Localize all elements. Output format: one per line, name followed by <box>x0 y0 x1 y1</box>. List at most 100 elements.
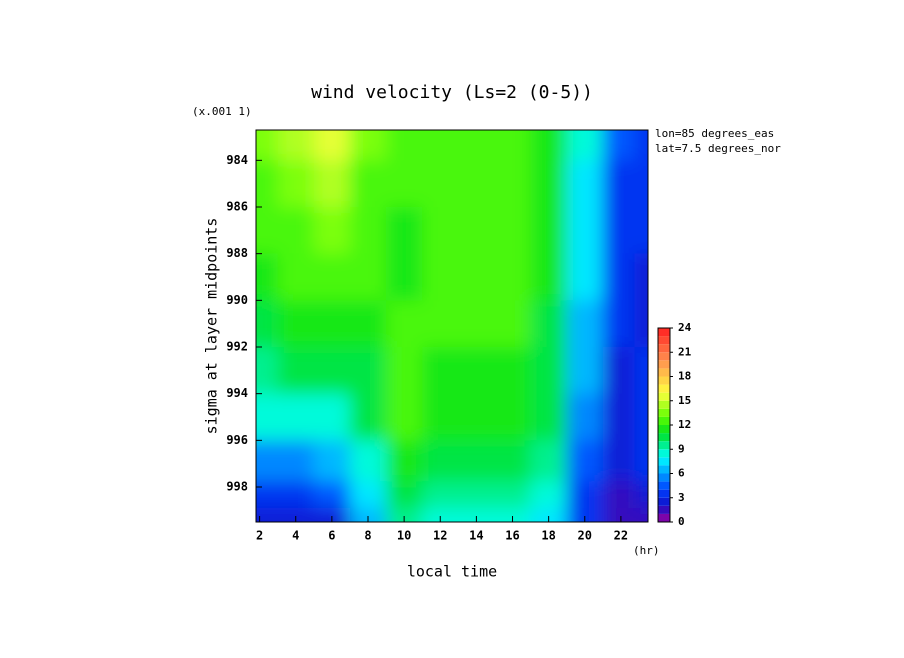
contour-field <box>256 130 648 522</box>
contour-cell <box>634 207 648 255</box>
plot-frame <box>255 129 649 523</box>
contour-cell <box>386 481 423 509</box>
colorbar-swatch <box>658 344 670 353</box>
contour-cell <box>494 508 532 522</box>
colorbar-swatch <box>658 481 670 490</box>
contour-cell <box>349 440 387 482</box>
contour-cell <box>458 393 495 441</box>
contour-cell <box>530 481 568 509</box>
x-tick-label: 2 <box>256 529 263 543</box>
contour-cell <box>422 393 459 441</box>
colorbar-swatch <box>658 441 670 450</box>
colorbar-tick-label: 24 <box>678 321 692 334</box>
x-tick-label: 22 <box>614 529 628 543</box>
contour-cell <box>349 253 387 301</box>
contour-cell <box>277 347 315 395</box>
contour-cell <box>277 207 315 255</box>
contour-cell <box>494 160 532 208</box>
contour-cell <box>634 300 648 348</box>
colorbar-swatch <box>658 457 670 466</box>
x-label: local time <box>407 563 497 581</box>
contour-cell <box>458 300 495 348</box>
colorbar-swatch <box>658 489 670 498</box>
contour-cell <box>634 160 648 208</box>
y-tick-label: 988 <box>226 246 248 260</box>
colorbar-swatch <box>658 505 670 514</box>
contour-cell <box>566 207 604 255</box>
contour-cell <box>386 300 423 348</box>
colorbar-swatch <box>658 368 670 377</box>
contour-cell <box>313 481 351 509</box>
contour-cell <box>422 440 459 482</box>
contour-cell <box>602 393 635 441</box>
contour-cell <box>494 300 532 348</box>
colorbar-swatch <box>658 352 670 361</box>
colorbar-tick-label: 9 <box>678 442 685 455</box>
colorbar-tick-label: 6 <box>678 467 685 480</box>
contour-cell <box>602 508 635 522</box>
x-tick-label: 18 <box>541 529 555 543</box>
contour-cell <box>634 508 648 522</box>
contour-cell <box>256 207 279 255</box>
contour-cell <box>256 393 279 441</box>
contour-cell <box>494 347 532 395</box>
contour-cell <box>349 481 387 509</box>
x-tick-label: 10 <box>397 529 411 543</box>
contour-cell <box>566 440 604 482</box>
y-tick-label: 998 <box>226 480 248 494</box>
contour-cell <box>634 481 648 509</box>
contour-cell <box>566 300 604 348</box>
colorbar-swatch <box>658 392 670 401</box>
y-tick-label: 990 <box>226 293 248 307</box>
contour-cell <box>313 207 351 255</box>
contour-cell <box>458 160 495 208</box>
colorbar-swatch <box>658 360 670 369</box>
contour-cell <box>602 253 635 301</box>
contour-cell <box>530 160 568 208</box>
contour-cell <box>349 300 387 348</box>
contour-cell <box>313 160 351 208</box>
contour-cell <box>602 300 635 348</box>
contour-cell <box>602 481 635 509</box>
contour-cell <box>349 160 387 208</box>
colorbar-swatch <box>658 433 670 442</box>
contour-cell <box>494 393 532 441</box>
colorbar-swatch <box>658 425 670 434</box>
contour-cell <box>602 440 635 482</box>
contour-cell <box>634 393 648 441</box>
colorbar-swatch <box>658 513 670 522</box>
contour-cell <box>386 347 423 395</box>
contour-cell <box>277 508 315 522</box>
colorbar-swatch <box>658 449 670 458</box>
contour-cell <box>422 130 459 161</box>
contour-cell <box>277 440 315 482</box>
contour-cell <box>566 253 604 301</box>
contour-cell <box>494 481 532 509</box>
contour-cell <box>458 440 495 482</box>
contour-cell <box>566 160 604 208</box>
x-tick-label: 20 <box>578 529 592 543</box>
contour-cell <box>566 347 604 395</box>
contour-cell <box>422 253 459 301</box>
contour-cell <box>422 160 459 208</box>
contour-cell <box>313 300 351 348</box>
cells <box>256 130 648 522</box>
contour-cell <box>530 300 568 348</box>
contour-cell <box>458 481 495 509</box>
contour-cell <box>313 130 351 161</box>
contour-cell <box>386 130 423 161</box>
contour-cell <box>349 393 387 441</box>
contour-cell <box>530 207 568 255</box>
contour-cell <box>634 440 648 482</box>
colorbar-tick-label: 21 <box>678 345 692 358</box>
colorbar-tick-label: 0 <box>678 515 685 528</box>
x-tick-label: 6 <box>328 529 335 543</box>
contour-cell <box>458 508 495 522</box>
contour-cell <box>458 207 495 255</box>
annotation: lon=85 degrees_eas <box>655 127 774 140</box>
contour-cell <box>256 440 279 482</box>
colorbar-swatch <box>658 328 670 337</box>
contour-cell <box>386 160 423 208</box>
contour-cell <box>494 207 532 255</box>
